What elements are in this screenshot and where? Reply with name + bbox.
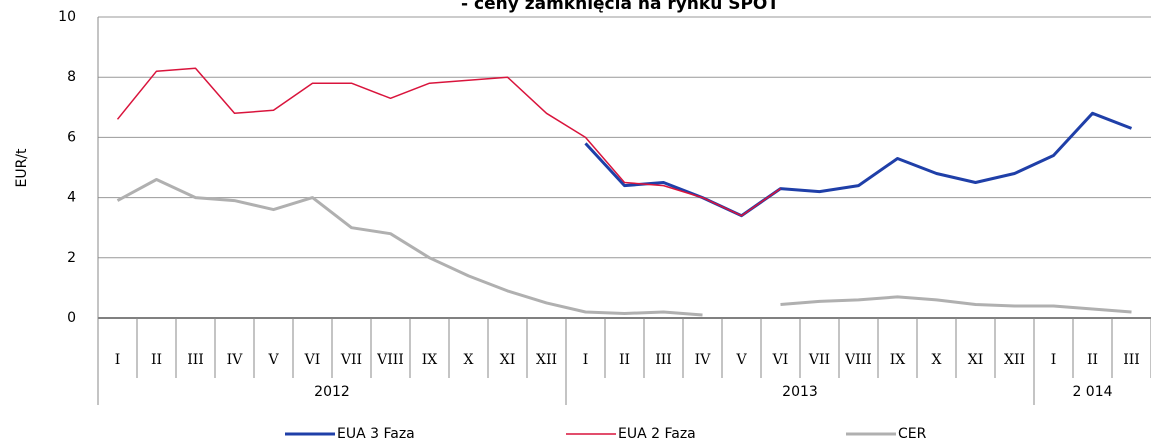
y-tick-label: 2	[67, 250, 76, 266]
y-axis-label: EUR/t	[14, 148, 30, 188]
series-line	[584, 111, 1133, 218]
x-tick-label: II	[619, 352, 630, 368]
x-tick-label: IV	[227, 352, 244, 368]
x-tick-label: IX	[890, 352, 906, 368]
legend-label: CER	[898, 426, 927, 442]
x-tick-label: III	[1123, 352, 1140, 368]
x-tick-label: X	[932, 352, 942, 368]
legend-label: EUA 3 Faza	[337, 426, 415, 442]
x-tick-label: XI	[500, 352, 516, 368]
x-tick-label: XII	[536, 352, 557, 368]
legend-label: EUA 2 Faza	[618, 426, 696, 442]
y-tick-label: 0	[67, 310, 76, 326]
x-tick-label: II	[1087, 352, 1098, 368]
x-tick-label: VII	[808, 352, 830, 368]
x-tick-label: I	[1051, 352, 1057, 368]
x-tick-label: I	[115, 352, 121, 368]
x-tick-label: VIII	[376, 352, 404, 368]
x-tick-label: VI	[772, 352, 789, 368]
y-tick-label: 10	[58, 9, 76, 25]
x-tick-label: IX	[422, 352, 438, 368]
x-tick-label: VI	[304, 352, 321, 368]
y-tick-label: 6	[67, 129, 76, 145]
x-tick-label: IV	[695, 352, 712, 368]
year-label: 2 014	[1072, 384, 1112, 400]
year-label: 2013	[782, 384, 818, 400]
x-tick-label: X	[464, 352, 474, 368]
x-tick-label: III	[187, 352, 204, 368]
x-tick-label: VIII	[844, 352, 872, 368]
chart-title: - ceny zamknięcia na rynku SPOT	[461, 0, 779, 14]
x-tick-label: XII	[1004, 352, 1025, 368]
year-label: 2012	[314, 384, 350, 400]
y-tick-label: 4	[67, 190, 76, 206]
x-tick-label: V	[267, 352, 279, 368]
x-tick-label: II	[151, 352, 162, 368]
series-line	[116, 67, 781, 217]
x-tick-label: I	[583, 352, 589, 368]
x-tick-label: XI	[968, 352, 984, 368]
x-tick-label: VII	[340, 352, 362, 368]
y-tick-label: 8	[67, 69, 76, 85]
x-tick-label: V	[735, 352, 747, 368]
x-tick-label: III	[655, 352, 672, 368]
series-line	[116, 178, 1132, 317]
